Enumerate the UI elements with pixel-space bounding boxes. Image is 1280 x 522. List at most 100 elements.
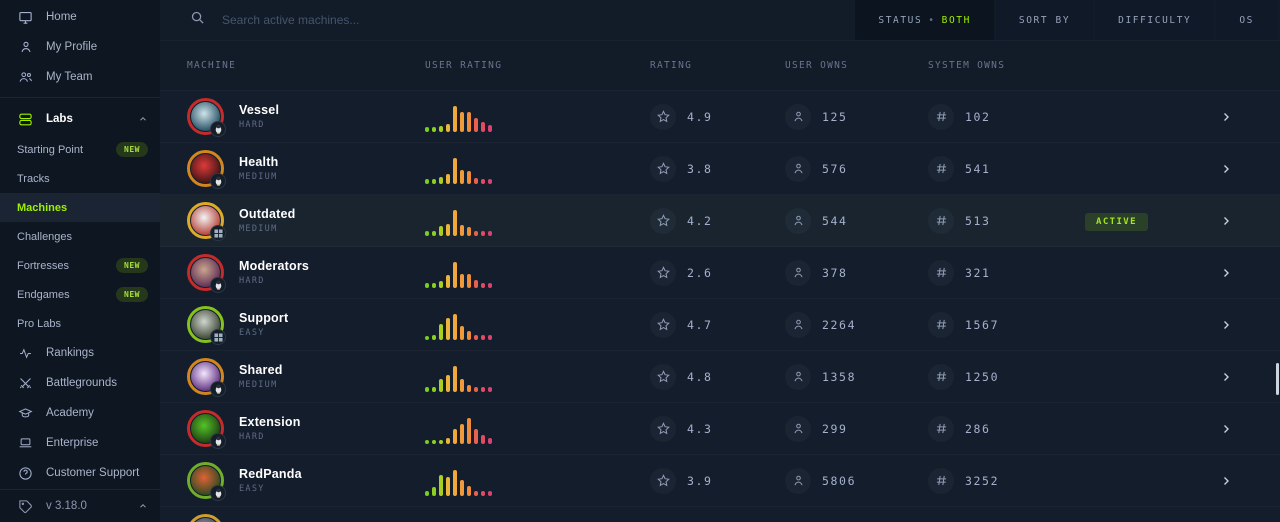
sidebar: Home My Profile My Team Labs Starting Poin… [0, 0, 160, 522]
chevron-right-icon[interactable] [1220, 267, 1232, 279]
histogram-bar [474, 490, 478, 496]
chevron-right-icon[interactable] [1220, 423, 1232, 435]
sidebar-item-label: My Profile [46, 41, 98, 53]
machine-row[interactable]: Extension HARD 4.3 299 286 [160, 403, 1280, 455]
histogram-bar [453, 428, 457, 444]
chevron-up-icon [138, 501, 148, 511]
machine-row[interactable]: Shared MEDIUM 4.8 1358 1250 [160, 351, 1280, 403]
star-icon [650, 363, 676, 390]
filter-button-status[interactable]: STATUS • BOTH [855, 0, 994, 40]
rating-cell: 3.8 [650, 155, 785, 182]
machine-difficulty: HARD [239, 432, 265, 442]
filter-button-difficulty[interactable]: DIFFICULTY [1095, 0, 1215, 40]
histogram-bar [488, 491, 492, 496]
sidebar-item-label: Home [46, 11, 77, 23]
histogram-bar [439, 475, 443, 496]
machine-name: Health [239, 155, 279, 169]
filter-button-sort-by[interactable]: SORT BY [995, 0, 1094, 40]
search-bar[interactable] [160, 0, 855, 40]
histogram-bar [460, 169, 464, 184]
chevron-right-icon[interactable] [1220, 163, 1232, 175]
column-header-rating: RATING [650, 60, 693, 71]
sidebar-item-my-team[interactable]: My Team [0, 62, 160, 92]
sidebar-item-my-profile[interactable]: My Profile [0, 32, 160, 62]
machine-name: RedPanda [239, 467, 302, 481]
sidebar-item-machines[interactable]: Machines [0, 193, 160, 222]
machine-row[interactable]: Moderators HARD 2.6 378 321 [160, 247, 1280, 299]
machine-rating: 4.3 [687, 421, 713, 436]
histogram-bar [467, 486, 471, 496]
sidebar-item-home[interactable]: Home [0, 2, 160, 32]
user-rating-histogram [425, 466, 650, 496]
machine-cell: Extension HARD [187, 410, 425, 449]
machine-difficulty: HARD [239, 120, 265, 130]
sidebar-item-starting-point[interactable]: Starting Point NEW [0, 135, 160, 164]
chevron-right-icon[interactable] [1220, 319, 1232, 331]
histogram-bar [432, 487, 436, 496]
histogram-bar [488, 437, 492, 444]
machine-row[interactable]: RedPanda EASY 3.9 5806 3252 [160, 455, 1280, 507]
hash-icon [928, 363, 954, 390]
system-owns-cell: 321 [928, 259, 1085, 286]
user-owns-count: 378 [822, 265, 848, 280]
machine-cell: Outdated MEDIUM [187, 202, 425, 241]
chevron-up-icon[interactable] [138, 114, 148, 124]
machine-row[interactable]: Support EASY 4.7 2264 1567 [160, 299, 1280, 351]
histogram-bar [474, 118, 478, 132]
sidebar-item-pro-labs[interactable]: Pro Labs [0, 309, 160, 338]
user-icon [785, 415, 811, 442]
sidebar-item-challenges[interactable]: Challenges [0, 222, 160, 251]
histogram-bar [446, 375, 450, 392]
sidebar-item-customer-support[interactable]: Customer Support [0, 458, 160, 488]
user-rating-histogram [425, 362, 650, 392]
linux-os-icon [210, 381, 226, 397]
sidebar-item-enterprise[interactable]: Enterprise [0, 428, 160, 458]
system-owns-cell: 1567 [928, 311, 1085, 338]
sidebar-item-endgames[interactable]: Endgames NEW [0, 280, 160, 309]
machine-rating: 4.7 [687, 317, 713, 332]
sidebar-item-fortresses[interactable]: Fortresses NEW [0, 251, 160, 280]
rating-cell: 4.8 [650, 363, 785, 390]
user-owns-count: 299 [822, 421, 848, 436]
sidebar-item-labs[interactable]: Labs [0, 103, 160, 135]
machine-row[interactable]: Outdated MEDIUM 4.2 544 513 ACTIVE [160, 195, 1280, 247]
linux-os-icon [210, 485, 226, 501]
histogram-bar [474, 335, 478, 340]
hash-icon [928, 467, 954, 494]
machine-row[interactable]: Health MEDIUM 3.8 576 541 [160, 143, 1280, 195]
chevron-right-icon[interactable] [1220, 111, 1232, 123]
histogram-bar [467, 330, 471, 340]
windows-os-icon [210, 329, 226, 345]
star-icon [650, 103, 676, 130]
chevron-right-icon[interactable] [1220, 371, 1232, 383]
chevron-right-icon[interactable] [1220, 475, 1232, 487]
sidebar-subitem-label: Fortresses [17, 259, 69, 272]
laptop-icon [18, 436, 33, 451]
sidebar-item-battlegrounds[interactable]: Battlegrounds [0, 368, 160, 398]
version-selector[interactable]: v 3.18.0 [0, 490, 160, 522]
filter-button-os[interactable]: OS [1216, 0, 1277, 40]
histogram-bar [474, 231, 478, 236]
activity-icon [18, 346, 33, 361]
histogram-bar [488, 335, 492, 340]
machine-avatar [187, 202, 226, 241]
chevron-right-icon[interactable] [1220, 215, 1232, 227]
machine-row[interactable] [160, 507, 1280, 522]
histogram-bar [481, 491, 485, 496]
sidebar-item-tracks[interactable]: Tracks [0, 164, 160, 193]
histogram-bar [439, 281, 443, 288]
machine-avatar [187, 514, 224, 522]
search-input[interactable] [220, 12, 540, 28]
scrollbar-thumb[interactable] [1276, 363, 1279, 395]
user-icon [785, 311, 811, 338]
histogram-bar [467, 111, 471, 132]
histogram-bar [474, 428, 478, 444]
sidebar-divider [0, 489, 160, 490]
histogram-bar [453, 261, 457, 288]
histogram-bar [425, 127, 429, 132]
machine-row[interactable]: Vessel HARD 4.9 125 102 [160, 91, 1280, 143]
sidebar-item-academy[interactable]: Academy [0, 398, 160, 428]
sidebar-item-rankings[interactable]: Rankings [0, 338, 160, 368]
histogram-bar [446, 173, 450, 184]
system-owns-count: 513 [965, 213, 991, 228]
